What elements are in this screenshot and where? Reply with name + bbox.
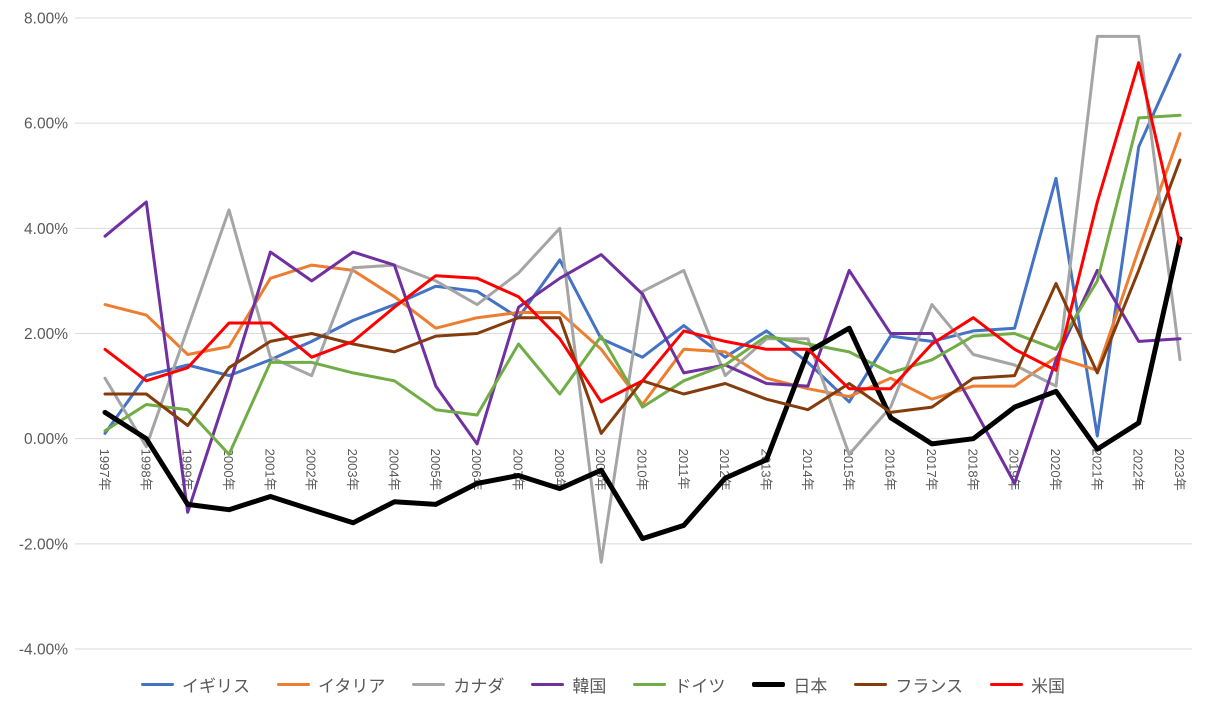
legend-item-カナダ: カナダ xyxy=(412,672,504,697)
legend-label: 韓国 xyxy=(572,677,607,696)
legend-item-韓国: 韓国 xyxy=(531,672,606,697)
y-axis-label: 8.00% xyxy=(24,11,68,28)
x-axis-label: 1998年 xyxy=(138,449,153,491)
legend-label: 米国 xyxy=(1031,677,1065,696)
x-axis-label: 2000年 xyxy=(221,449,236,491)
x-axis-label: 2010年 xyxy=(635,449,650,491)
x-axis-label: 2023年 xyxy=(1172,449,1187,491)
x-axis-label: 2020年 xyxy=(1048,449,1063,491)
x-axis-label: 1997年 xyxy=(97,449,112,491)
x-axis: 1997年 1998年 1999年 2000年 2001年 2002年 2003年 2004年… xyxy=(97,449,1187,491)
x-axis-label: 2006年 xyxy=(469,449,484,491)
legend-label: カナダ xyxy=(453,677,505,696)
legend-line-swatch xyxy=(531,683,565,686)
legend: イギリス イタリア カナダ 韓国 ドイツ 日本 フランス 米国 xyxy=(0,672,1206,697)
series-line-日本 xyxy=(102,236,1183,542)
legend-item-イタリア: イタリア xyxy=(277,672,385,697)
legend-line-swatch xyxy=(277,683,310,686)
y-axis-label: -4.00% xyxy=(19,642,68,659)
series-line-ドイツ xyxy=(103,113,1182,456)
x-axis-label: 2019年 xyxy=(1007,449,1022,491)
legend-label: 日本 xyxy=(793,677,828,696)
x-axis-label: 2005年 xyxy=(428,449,443,491)
x-axis-label: 2014年 xyxy=(800,449,815,491)
gridlines xyxy=(75,17,1192,650)
x-axis-label: 2004年 xyxy=(386,449,401,491)
x-axis-label: 2008年 xyxy=(552,449,567,491)
x-axis-label: 2011年 xyxy=(676,449,691,490)
series-line-イギリス xyxy=(103,53,1182,438)
series-line-韓国 xyxy=(103,200,1182,514)
legend-label: ドイツ xyxy=(674,677,726,696)
legend-item-米国: 米国 xyxy=(990,672,1065,697)
x-axis-label: 2016年 xyxy=(883,449,898,491)
legend-label: フランス xyxy=(895,677,963,696)
x-axis-label: 2003年 xyxy=(345,449,360,491)
x-axis-label: 2022年 xyxy=(1131,449,1146,491)
x-axis-label: 2021年 xyxy=(1089,449,1104,491)
y-axis-label: 0.00% xyxy=(24,431,68,448)
legend-item-日本: 日本 xyxy=(752,672,827,697)
y-axis-label: -2.00% xyxy=(19,536,68,553)
legend-line-swatch xyxy=(854,683,888,686)
legend-line-swatch xyxy=(412,683,446,686)
y-axis-label: 6.00% xyxy=(24,116,68,133)
legend-label: イタリア xyxy=(318,677,386,696)
legend-item-イギリス: イギリス xyxy=(141,672,250,697)
legend-label: イギリス xyxy=(182,677,250,696)
x-axis-label: 2007年 xyxy=(510,449,525,491)
legend-line-swatch xyxy=(633,683,667,686)
legend-line-swatch xyxy=(141,683,174,686)
x-axis-label: 2002年 xyxy=(304,449,319,491)
legend-line-swatch xyxy=(752,682,786,687)
x-axis-label: 2017年 xyxy=(924,449,939,491)
legend-item-ドイツ: ドイツ xyxy=(633,672,725,697)
x-axis-label: 2015年 xyxy=(841,449,856,491)
y-axis-label: 4.00% xyxy=(24,221,68,238)
x-axis-label: 2001年 xyxy=(262,449,277,491)
y-axis: 8.00% 6.00% 4.00% 2.00% 0.00% -2.00% -4.00% xyxy=(19,11,68,659)
y-axis-label: 2.00% xyxy=(24,326,68,343)
x-axis-label: 2018年 xyxy=(965,449,980,491)
legend-line-swatch xyxy=(990,683,1023,686)
series-line-米国 xyxy=(103,61,1182,404)
legend-item-フランス: フランス xyxy=(854,672,963,697)
